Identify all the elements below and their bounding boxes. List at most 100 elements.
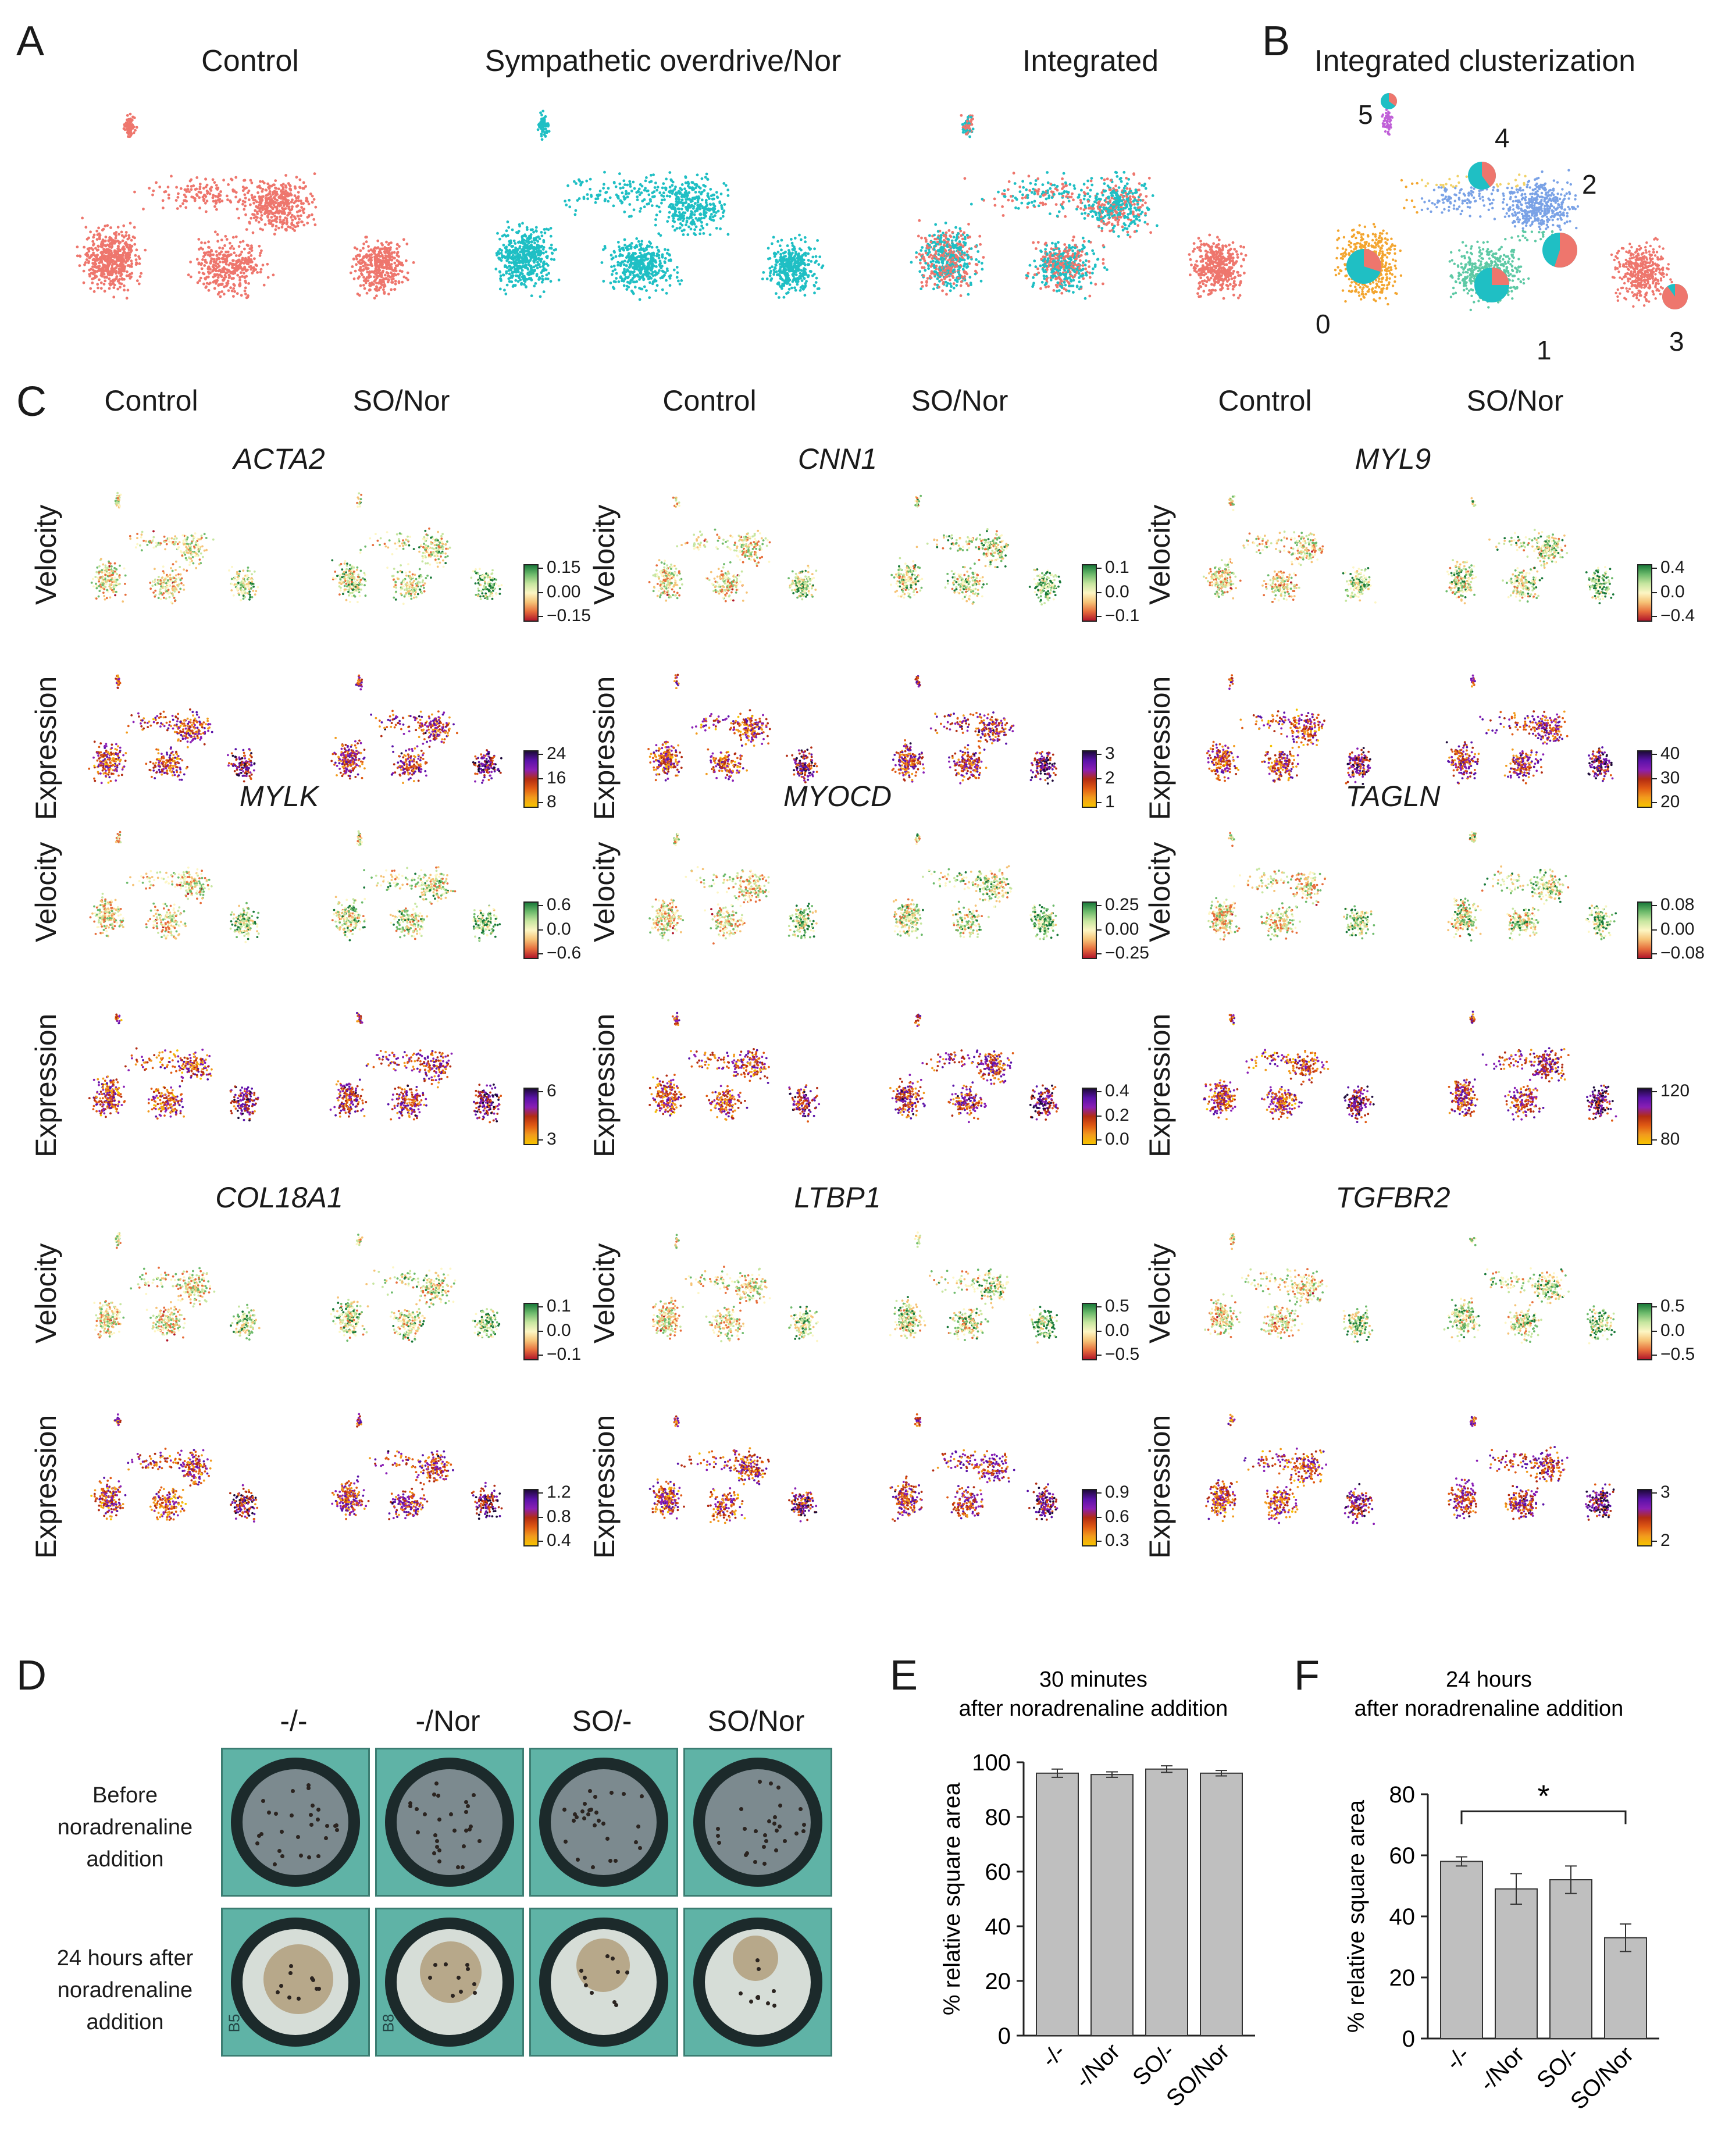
umap-point xyxy=(92,290,96,293)
umap-point xyxy=(700,198,704,202)
umap-point xyxy=(498,270,501,273)
umap-point xyxy=(383,284,387,288)
umap-point xyxy=(195,187,198,191)
umap-point xyxy=(505,270,508,273)
umap-point xyxy=(1079,286,1082,288)
umap-point xyxy=(376,246,380,249)
umap-point xyxy=(268,212,271,216)
umap-point xyxy=(97,286,99,290)
umap-point xyxy=(796,261,799,264)
umap-point xyxy=(565,204,568,206)
umap-point xyxy=(683,187,686,191)
umap-point xyxy=(941,289,944,293)
umap-point xyxy=(813,247,816,251)
umap-point xyxy=(85,258,88,261)
umap-point xyxy=(1242,245,1245,249)
umap-point xyxy=(658,263,661,266)
umap-point xyxy=(785,292,788,295)
umap-point xyxy=(532,272,535,275)
umap-point xyxy=(501,256,504,259)
umap-point xyxy=(298,218,301,221)
umap-point xyxy=(792,277,796,281)
umap-point xyxy=(236,260,240,263)
umap-point xyxy=(547,228,550,231)
umap-point xyxy=(635,258,638,261)
umap-point xyxy=(300,206,303,209)
umap-point xyxy=(596,197,600,200)
umap-point xyxy=(255,264,258,268)
umap-point xyxy=(548,247,551,250)
umap-point xyxy=(1001,205,1004,208)
umap-point xyxy=(254,268,258,271)
umap-point xyxy=(611,273,614,276)
umap-point xyxy=(177,192,180,195)
umap-point xyxy=(532,230,535,234)
umap-point xyxy=(549,280,553,283)
umap-point xyxy=(307,202,311,205)
umap-point xyxy=(700,190,704,194)
umap-point xyxy=(271,224,274,227)
umap-point xyxy=(198,279,201,282)
umap-point xyxy=(278,204,281,208)
umap-point xyxy=(528,270,532,274)
umap-point xyxy=(954,279,957,281)
umap-point xyxy=(979,279,983,283)
umap-point xyxy=(1121,212,1124,216)
umap-point xyxy=(682,215,685,218)
umap-point xyxy=(134,254,137,257)
umap-point xyxy=(225,238,229,241)
umap-point xyxy=(645,176,648,179)
umap-point xyxy=(506,220,509,223)
umap-point xyxy=(97,226,100,230)
umap-point xyxy=(135,126,138,129)
umap-point xyxy=(668,277,672,280)
umap-point xyxy=(123,251,126,254)
umap-point xyxy=(536,244,540,247)
umap-point xyxy=(720,204,723,207)
umap-point xyxy=(224,250,227,254)
umap-point xyxy=(107,258,111,262)
umap-point xyxy=(204,258,207,262)
umap-point xyxy=(618,245,621,248)
umap-point xyxy=(383,250,386,253)
umap-point xyxy=(393,251,396,254)
umap-point xyxy=(258,208,262,211)
umap-point xyxy=(104,251,108,255)
umap-point xyxy=(574,209,578,212)
umap-point xyxy=(1224,244,1227,248)
umap-point xyxy=(675,227,679,230)
umap-point xyxy=(119,254,122,258)
umap-point xyxy=(364,255,368,258)
umap-point xyxy=(612,265,616,268)
umap-point xyxy=(651,195,654,198)
umap-point xyxy=(113,256,116,259)
umap-point xyxy=(294,217,297,220)
umap-point xyxy=(244,293,247,295)
umap-point xyxy=(612,250,616,253)
umap-point xyxy=(655,265,658,268)
umap-point xyxy=(540,117,543,120)
umap-point xyxy=(1080,188,1083,192)
umap-point xyxy=(687,217,691,220)
umap-point xyxy=(1211,252,1215,255)
umap-point xyxy=(209,271,212,275)
umap-point xyxy=(134,258,138,261)
umap-point xyxy=(1043,243,1047,246)
umap-point xyxy=(1054,243,1057,245)
umap-point xyxy=(231,236,235,239)
umap-point xyxy=(614,268,617,271)
umap-point xyxy=(266,182,269,186)
umap-point xyxy=(1204,284,1207,287)
umap-point xyxy=(547,124,550,128)
umap-point xyxy=(383,292,386,295)
umap-point xyxy=(179,187,183,190)
umap-point xyxy=(625,288,629,291)
umap-point xyxy=(101,245,104,249)
umap-point xyxy=(519,255,522,258)
umap-point xyxy=(381,243,384,247)
umap-point xyxy=(582,195,586,199)
umap-point xyxy=(979,243,982,246)
umap-point xyxy=(1072,291,1075,294)
umap-point xyxy=(142,208,145,211)
umap-point xyxy=(398,245,401,248)
